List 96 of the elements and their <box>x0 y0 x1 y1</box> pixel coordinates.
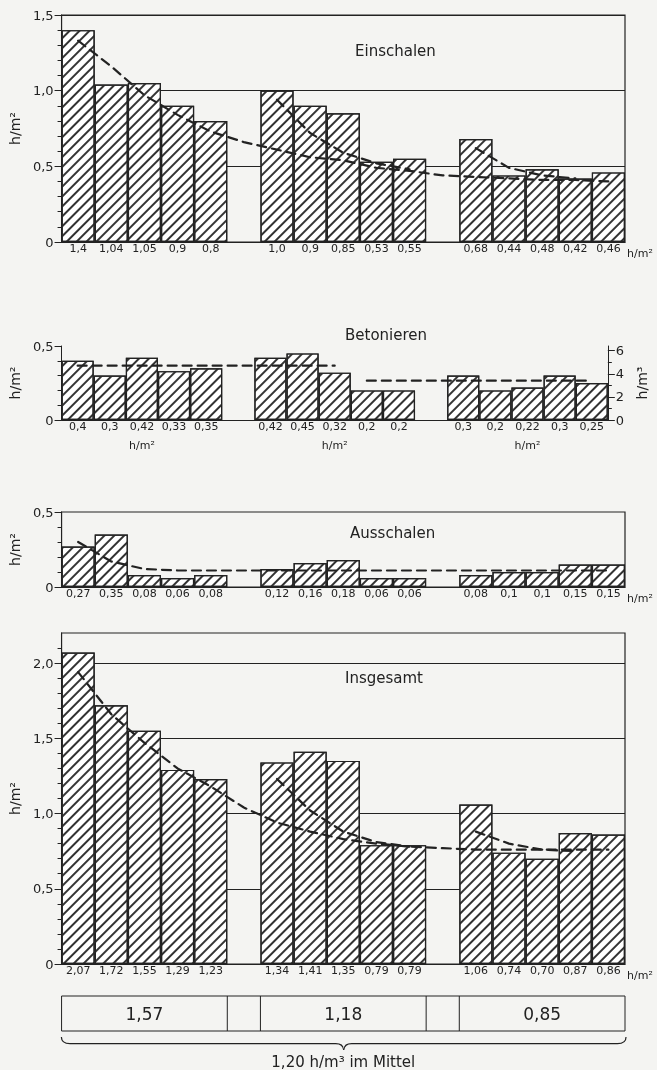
data-label: 0,74 <box>496 964 522 977</box>
data-label: 0,3 <box>550 420 569 433</box>
y-tick-label: 0,5 <box>32 158 54 174</box>
data-label: 0,33 <box>161 420 187 433</box>
data-label: 1,34 <box>264 964 290 977</box>
data-label: 0,42 <box>258 420 283 433</box>
data-label: 0,42 <box>563 242 588 255</box>
text: h/m² <box>627 591 653 605</box>
y-tick-label: 1,5 <box>32 7 54 23</box>
data-label: 0,86 <box>596 964 621 977</box>
text: 0,85 <box>523 1003 562 1024</box>
data-label: 0,2 <box>390 420 408 433</box>
y-axis-title: h/m² <box>7 533 23 566</box>
data-label: 0,35 <box>193 420 219 433</box>
data-label: 0,85 <box>331 242 356 255</box>
data-label: 0,15 <box>563 587 588 600</box>
y-tick-label: 2,0 <box>32 655 54 671</box>
data-label: 1,04 <box>99 242 124 255</box>
y2-tick-label: 0 <box>615 412 625 428</box>
data-label: 0,9 <box>301 242 319 255</box>
y-tick-label: 0 <box>45 579 54 595</box>
data-label: 0,53 <box>364 242 389 255</box>
data-label: 1,55 <box>132 964 157 977</box>
data-label: 0,32 <box>322 420 347 433</box>
data-label: 1,06 <box>463 964 489 977</box>
data-label: 0,35 <box>99 587 124 600</box>
data-label: 0,3 <box>454 420 472 433</box>
text: Insgesamt <box>345 668 424 687</box>
data-label: 1,72 <box>99 964 124 977</box>
text: 1,20 h/m³ im Mittel <box>271 1053 416 1070</box>
y-tick-label: 0 <box>45 234 54 250</box>
y-tick-label: 0 <box>45 412 54 428</box>
data-label: 0,46 <box>596 242 621 255</box>
text: h/m² <box>514 438 541 452</box>
data-label: 0,06 <box>364 587 389 600</box>
text: 1,18 <box>324 1003 363 1024</box>
data-label: 1,29 <box>165 964 190 977</box>
data-label: 0,27 <box>65 587 91 600</box>
data-label: 0,1 <box>500 587 518 600</box>
text: Einschalen <box>355 41 436 60</box>
data-label: 1,35 <box>331 964 356 977</box>
data-label: 0,44 <box>496 242 522 255</box>
data-label: 0,9 <box>168 242 187 255</box>
y-axis-title: h/m² <box>7 112 23 145</box>
data-label: 0,06 <box>165 587 190 600</box>
data-label: 0,79 <box>364 964 389 977</box>
data-label: 0,48 <box>529 242 555 255</box>
chart-title: Betonieren <box>345 325 428 344</box>
y2-tick-label: 2 <box>615 389 625 405</box>
text: h/m² <box>627 246 653 260</box>
data-label: 0,18 <box>331 587 356 600</box>
data-label: 1,0 <box>268 242 286 255</box>
data-label: 0,15 <box>596 587 621 600</box>
data-label: 1,23 <box>198 964 223 977</box>
y-axis-title: h/m² <box>7 366 23 400</box>
y-tick-label: 0 <box>45 956 54 972</box>
data-label: 0,4 <box>68 420 87 433</box>
y-tick-label: 0,5 <box>32 881 54 897</box>
y-tick-label: 1,0 <box>32 806 54 822</box>
y-tick-label: 1,5 <box>32 730 54 746</box>
data-label: 0,79 <box>397 964 422 977</box>
y-tick-label: 0,5 <box>32 338 54 354</box>
text: Ausschalen <box>350 523 436 542</box>
data-label: 0,08 <box>132 587 157 600</box>
data-label: 0,55 <box>397 242 422 255</box>
text: h/m² <box>321 438 348 452</box>
data-label: 1,41 <box>297 964 323 977</box>
data-label: 0,8 <box>201 242 220 255</box>
text: h/m² <box>627 968 653 982</box>
data-label: 0,08 <box>198 587 223 600</box>
data-label: 0,87 <box>563 964 588 977</box>
text: h/m² <box>129 438 155 452</box>
y2-tick-label: 4 <box>615 366 625 382</box>
y-tick-label: 0,5 <box>32 504 54 520</box>
text: 1,57 <box>125 1003 164 1024</box>
data-label: 0,08 <box>463 587 489 600</box>
y-axis-title: h/m² <box>7 782 23 815</box>
data-label: 0,2 <box>486 420 505 433</box>
y2-tick-label: 6 <box>615 343 625 359</box>
data-label: 0,3 <box>101 420 119 433</box>
data-label: 1,4 <box>69 242 87 255</box>
data-label: 0,1 <box>533 587 551 600</box>
data-label: 0,25 <box>579 420 605 433</box>
data-label: 2,07 <box>65 964 91 977</box>
data-label: 0,45 <box>290 420 315 433</box>
y-tick-label: 1,0 <box>32 83 54 99</box>
data-label: 0,68 <box>463 242 489 255</box>
data-label: 0,42 <box>129 420 155 433</box>
data-label: 0,16 <box>297 587 323 600</box>
data-label: 0,2 <box>358 420 376 433</box>
data-label: 0,22 <box>515 420 540 433</box>
data-label: 1,05 <box>132 242 157 255</box>
data-label: 0,06 <box>397 587 422 600</box>
data-label: 0,70 <box>529 964 555 977</box>
y2-axis-title: h/m³ <box>634 366 650 400</box>
data-label: 0,12 <box>264 587 290 600</box>
